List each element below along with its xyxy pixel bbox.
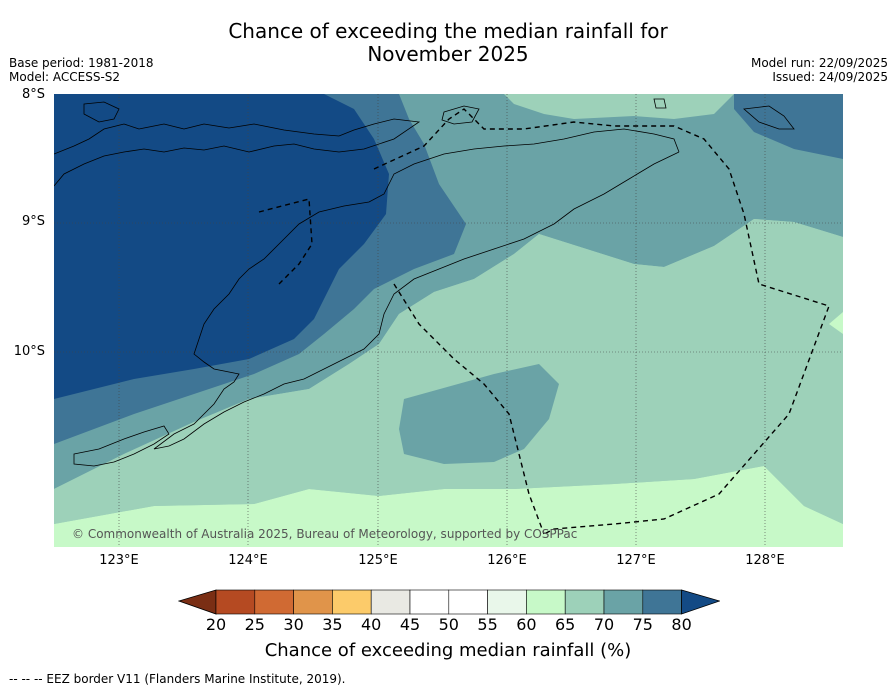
- colorbar-segment: [254, 589, 294, 615]
- coastline-timor: [153, 128, 680, 450]
- colorbar-tick-label: 60: [516, 615, 537, 634]
- colorbar-label: Chance of exceeding median rainfall (%): [264, 640, 632, 661]
- colorbar-segment: [526, 589, 566, 615]
- gridlines: [54, 94, 843, 547]
- colorbar-segment: [564, 589, 605, 615]
- issued-date: Issued: 24/09/2025: [772, 70, 888, 84]
- colorbar-arrow-high: [681, 589, 720, 615]
- lon-label-126e: 126°E: [487, 553, 527, 568]
- title-line-2: November 2025: [367, 42, 529, 66]
- colorbar-tick-label: 20: [205, 615, 227, 634]
- colorbar-segment: [487, 589, 527, 615]
- colorbar-segment: [293, 589, 333, 615]
- colorbar-tick-label: 75: [632, 615, 653, 634]
- zone-60-65-east-2: [829, 312, 843, 334]
- colorbar-segment: [409, 589, 450, 615]
- colorbar-tick-label: 65: [555, 615, 576, 634]
- meta-right: Model run: 22/09/2025 Issued: 24/09/2025: [751, 56, 888, 84]
- title-line-1: Chance of exceeding the median rainfall …: [228, 19, 668, 43]
- model-run: Model run: 22/09/2025: [750, 56, 888, 70]
- copyright-text: © Commonwealth of Australia 2025, Bureau…: [72, 527, 577, 541]
- lon-label-127e: 127°E: [616, 553, 656, 568]
- colorbar-tick-label: 45: [399, 615, 421, 634]
- colorbar-tick-label: 35: [322, 615, 343, 634]
- colorbar-tick-label: 50: [438, 615, 459, 634]
- eez-border: [258, 108, 830, 535]
- rainfall-map: © Commonwealth of Australia 2025, Bureau…: [54, 94, 843, 547]
- eez-footnote: -- -- -- EEZ border V11 (Flanders Marine…: [9, 672, 346, 686]
- colorbar-segment: [603, 589, 644, 615]
- colorbar-tick-label: 40: [361, 615, 382, 634]
- lat-label-9s: 9°S: [21, 214, 45, 229]
- zone-65-70-top: [504, 94, 734, 119]
- coastline-wetar: [441, 105, 480, 125]
- map-title: Chance of exceeding the median rainfall …: [0, 20, 896, 66]
- zone-65-70-mid: [54, 219, 843, 524]
- coastline-flores: [54, 118, 421, 187]
- model-name: Model: ACCESS-S2: [9, 70, 121, 84]
- meta-left: Base period: 1981-2018 Model: ACCESS-S2: [9, 56, 154, 84]
- lat-label-8s: 8°S: [21, 87, 45, 102]
- colorbar: [178, 589, 720, 615]
- colorbar-tick-label: 80: [671, 615, 692, 634]
- colorbar-segment: [448, 589, 488, 615]
- zone-60-65: [54, 466, 843, 547]
- zone-75-80-ne: [734, 94, 843, 159]
- colorbar-segment: [332, 589, 372, 615]
- coastline-rote: [73, 425, 170, 467]
- zone-70-75-blob: [399, 364, 559, 464]
- coastline-small-island: [653, 98, 667, 109]
- base-period: Base period: 1981-2018: [9, 56, 154, 70]
- coastlines: [54, 98, 795, 467]
- colorbar-segment: [642, 589, 682, 615]
- zone-80-plus: [54, 94, 389, 399]
- coastline-sumba: [83, 101, 120, 123]
- lon-label-125e: 125°E: [358, 553, 398, 568]
- colorbar-tick-label: 25: [244, 615, 265, 634]
- colorbar-tick-label: 70: [593, 615, 615, 634]
- lat-label-10s: 10°S: [13, 344, 45, 359]
- colorbar-segment: [215, 589, 256, 615]
- colorbar-tick-label: 30: [283, 615, 304, 634]
- coastline-east-islands: [743, 105, 795, 130]
- colorbar-segment: [370, 589, 411, 615]
- colorbar-arrow-low: [178, 589, 217, 615]
- lon-label-124e: 124°E: [228, 553, 268, 568]
- lon-label-128e: 128°E: [745, 553, 785, 568]
- lon-label-123e: 123°E: [99, 553, 139, 568]
- colorbar-tick-label: 55: [477, 615, 498, 634]
